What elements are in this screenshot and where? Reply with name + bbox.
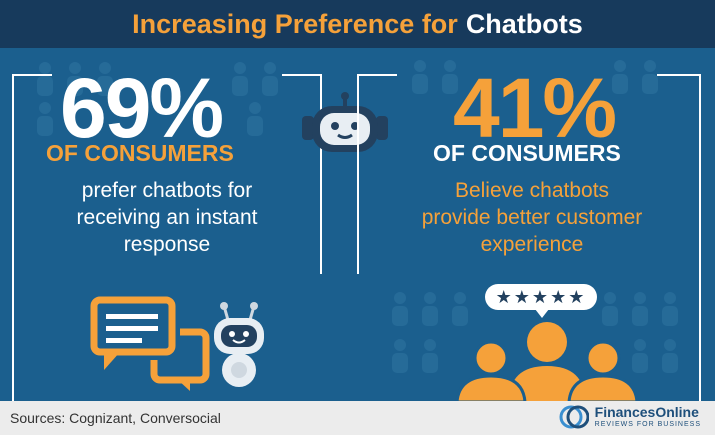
title-part-2: Chatbots (465, 8, 583, 39)
left-description-line: response (123, 233, 211, 256)
brand-tagline: REVIEWS FOR BUSINESS (594, 421, 701, 428)
robot-icon (214, 302, 264, 387)
brand-logo[interactable]: FinancesOnline REVIEWS FOR BUSINESS (559, 404, 701, 430)
right-percent: 41% (453, 61, 617, 155)
title-part-1: Increasing Preference for (132, 8, 458, 39)
right-description-line: experience (480, 233, 584, 256)
right-description: Believe chatbots provide better customer… (377, 177, 687, 258)
page-title: Increasing Preference for Chatbots (0, 0, 715, 48)
footer: Sources: Cognizant, Conversocial Finance… (0, 401, 715, 435)
left-stat-panel: 69% OF CONSUMERS prefer chatbots for rec… (12, 61, 322, 404)
left-panel-frame (12, 74, 322, 403)
star-rating-icon: ★★★★★ (495, 286, 587, 308)
financesonline-logo-icon (559, 405, 589, 429)
left-description-line: receiving an instant (76, 206, 258, 229)
sources-text: Sources: Cognizant, Conversocial (10, 410, 221, 426)
chat-bubbles-icon (90, 296, 210, 391)
left-percent: 69% (60, 61, 224, 155)
left-description: prefer chatbots for receiving an instant… (22, 177, 312, 258)
right-description-line: Believe chatbots (454, 179, 610, 202)
right-panel-frame (357, 74, 701, 403)
right-stat-panel: 41% OF CONSUMERS Believe chatbots provid… (357, 61, 701, 404)
right-label: OF CONSUMERS (433, 140, 621, 166)
star-rating-bubble: ★★★★★ (485, 284, 597, 310)
brand-name: FinancesOnline (594, 404, 699, 420)
people-icon (455, 322, 639, 402)
right-description-line: provide better customer (421, 206, 643, 229)
left-label: OF CONSUMERS (46, 140, 234, 166)
left-description-line: prefer chatbots for (81, 179, 253, 202)
bubble-tail (535, 309, 549, 318)
